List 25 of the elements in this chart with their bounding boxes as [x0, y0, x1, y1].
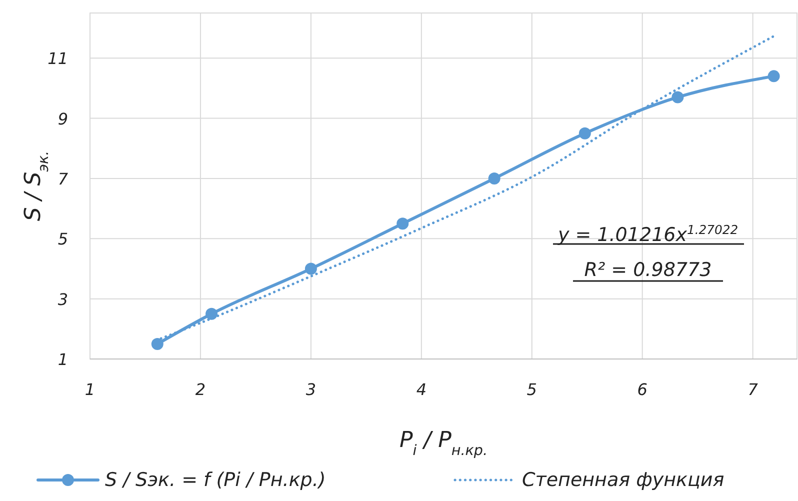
legend-label: Степенная функция [522, 469, 724, 491]
y-tick-label: 9 [58, 109, 68, 128]
point [151, 338, 164, 350]
point [578, 127, 591, 140]
x-tick-label: 3 [306, 380, 316, 399]
x-tick-label: 2 [195, 380, 206, 399]
point [768, 70, 780, 82]
point [488, 172, 500, 184]
x-tick-label: 7 [748, 380, 759, 399]
y-tick-label: 11 [48, 49, 68, 68]
y-tick-label: 5 [58, 230, 68, 249]
x-tick-label: 5 [526, 380, 537, 399]
y-tick-label: 7 [58, 169, 69, 188]
point [206, 308, 218, 320]
x-axis-title: P$_{i}$ / P$_{н.кр.}$ [399, 428, 488, 459]
x-tick-label: 1 [84, 380, 96, 399]
point [396, 218, 409, 230]
x-tick-label: 4 [416, 380, 426, 399]
point [672, 91, 684, 104]
legend-label: S / Sэк. = f (Pi / Pн.кр.) [105, 469, 326, 491]
y-tick-label: 3 [58, 290, 68, 309]
y-tick-label: 1 [58, 350, 68, 369]
annotation: R² = 0.98773 [584, 259, 712, 281]
x-tick-label: 6 [637, 380, 648, 399]
point [304, 262, 317, 275]
